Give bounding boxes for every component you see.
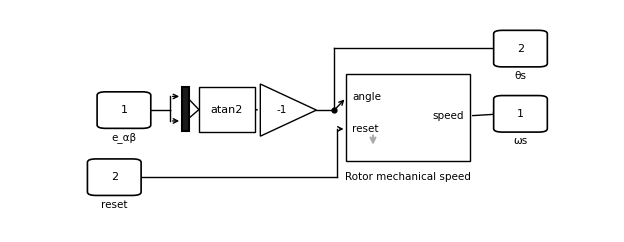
Text: -1: -1: [276, 105, 286, 115]
Text: reset: reset: [352, 124, 379, 134]
Polygon shape: [260, 84, 316, 136]
Text: speed: speed: [432, 111, 464, 121]
Text: angle: angle: [352, 92, 381, 102]
Bar: [346, 74, 470, 161]
FancyBboxPatch shape: [97, 92, 151, 128]
Bar: [199, 87, 255, 132]
Text: 1: 1: [120, 105, 127, 115]
FancyBboxPatch shape: [87, 159, 141, 196]
Text: ωs: ωs: [514, 136, 528, 146]
FancyBboxPatch shape: [494, 30, 547, 67]
Text: 2: 2: [110, 172, 118, 182]
Text: 2: 2: [517, 44, 524, 54]
Text: e_αβ: e_αβ: [111, 132, 137, 143]
Text: Rotor mechanical speed: Rotor mechanical speed: [345, 172, 471, 182]
FancyBboxPatch shape: [494, 96, 547, 132]
Text: reset: reset: [101, 200, 127, 210]
Text: 1: 1: [517, 109, 524, 119]
Text: atan2: atan2: [210, 105, 243, 115]
Bar: [182, 87, 188, 131]
Text: θs: θs: [515, 71, 527, 81]
